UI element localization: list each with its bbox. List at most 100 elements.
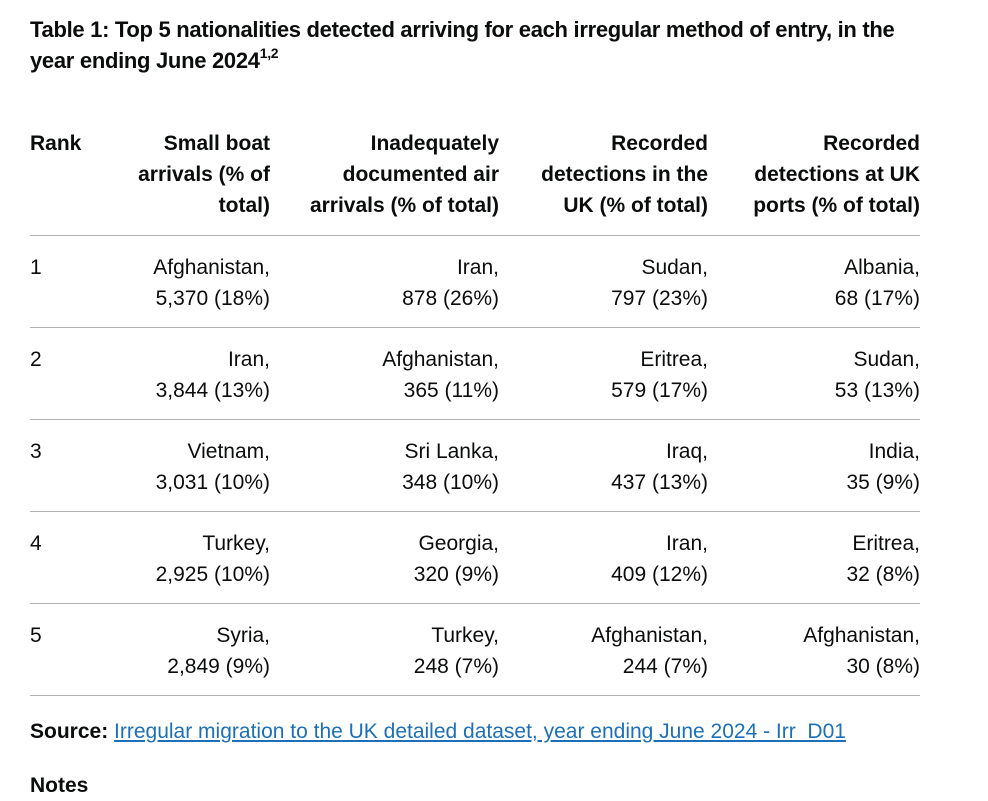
table-row: 5 Syria, 2,849 (9%) Turkey, 248 (7%) Afgha…: [30, 603, 920, 696]
header-line: total): [218, 194, 270, 217]
cell-count: 68 (17%): [834, 287, 920, 310]
header-line: Recorded: [611, 132, 708, 155]
header-detections-ports: Recorded detections at UK ports (% of to…: [708, 128, 920, 236]
table-cell: Vietnam, 3,031 (10%): [124, 419, 271, 512]
table-caption: Table 1: Top 5 nationalities detected ar…: [30, 14, 930, 76]
table-cell: Eritrea, 579 (17%): [499, 327, 708, 420]
rank-value: 2: [30, 348, 42, 371]
table-cell: Turkey, 248 (7%): [270, 603, 499, 696]
cell-count: 579 (17%): [611, 379, 708, 402]
rank-value: 1: [30, 256, 42, 279]
table-row: 1 Afghanistan, 5,370 (18%) Iran, 878 (26%)…: [30, 235, 920, 328]
table-cell: Afghanistan, 244 (7%): [499, 603, 708, 696]
rank-value: 3: [30, 440, 42, 463]
header-line: arrivals (% of total): [309, 194, 499, 217]
table-cell: Afghanistan, 365 (11%): [270, 327, 499, 420]
table-cell: Iran, 3,844 (13%): [124, 327, 270, 420]
cell-count: 409 (12%): [611, 563, 708, 586]
table-cell: Afghanistan, 5,370 (18%): [124, 235, 270, 328]
header-line: ports (% of total): [753, 194, 920, 217]
header-small-boat: Small boat arrivals (% of total): [124, 128, 270, 236]
table-cell: Eritrea, 32 (8%): [708, 511, 920, 604]
rank-cell: 1: [30, 235, 124, 328]
table-cell: Syria, 2,849 (9%): [124, 603, 270, 696]
cell-nationality: Albania,: [844, 256, 920, 279]
cell-nationality: Vietnam,: [187, 440, 271, 463]
header-rank: Rank: [30, 128, 124, 236]
caption-text: Table 1: Top 5 nationalities detected ar…: [30, 17, 895, 73]
notes-heading: Notes: [30, 774, 89, 797]
cell-nationality: Afghanistan,: [382, 348, 499, 371]
header-line: Small boat: [163, 132, 270, 155]
cell-nationality: Afghanistan,: [803, 624, 920, 647]
header-line: Inadequately: [370, 132, 499, 155]
table-cell: Sri Lanka, 348 (10%): [270, 419, 499, 512]
header-detections-uk: Recorded detections in the UK (% of tota…: [499, 128, 708, 236]
cell-nationality: Iran,: [456, 256, 499, 279]
cell-count: 248 (7%): [413, 655, 499, 678]
cell-nationality: Iraq,: [665, 440, 708, 463]
table-row: 2 Iran, 3,844 (13%) Afghanistan, 365 (11%)…: [30, 327, 920, 420]
table-row: 3 Vietnam, 3,031 (10%) Sri Lanka, 348 (10%…: [30, 419, 920, 512]
source-link[interactable]: Irregular migration to the UK detailed d…: [114, 720, 846, 743]
cell-nationality: Iran,: [665, 532, 708, 555]
cell-count: 244 (7%): [622, 655, 708, 678]
source-label: Source:: [30, 720, 109, 743]
table-cell: Turkey, 2,925 (10%): [124, 511, 270, 604]
cell-nationality: Sudan,: [641, 256, 708, 279]
cell-nationality: Afghanistan,: [153, 256, 270, 279]
header-line: detections in the: [541, 163, 708, 186]
table-cell: Iran, 878 (26%): [270, 235, 499, 328]
cell-count: 32 (8%): [846, 563, 920, 586]
table-cell: Albania, 68 (17%): [708, 235, 920, 328]
header-line: UK (% of total): [563, 194, 708, 217]
cell-count: 878 (26%): [402, 287, 499, 310]
cell-nationality: Eritrea,: [852, 532, 920, 555]
header-line: documented air: [342, 163, 499, 186]
cell-count: 30 (8%): [846, 655, 920, 678]
cell-count: 2,925 (10%): [155, 563, 270, 586]
cell-count: 365 (11%): [403, 379, 499, 402]
cell-nationality: Georgia,: [418, 532, 499, 555]
cell-count: 35 (9%): [846, 471, 920, 494]
cell-nationality: Afghanistan,: [591, 624, 708, 647]
header-air-arrivals: Inadequately documented air arrivals (% …: [270, 128, 499, 236]
rank-cell: 3: [30, 419, 124, 512]
header-line: arrivals (% of: [138, 163, 270, 186]
cell-count: 797 (23%): [611, 287, 708, 310]
header-line: Rank: [30, 132, 82, 155]
table-row: 4 Turkey, 2,925 (10%) Georgia, 320 (9%) Ir…: [30, 511, 920, 604]
cell-nationality: Syria,: [216, 624, 270, 647]
caption-footnote-refs: 1,2: [259, 44, 279, 61]
cell-count: 348 (10%): [402, 471, 499, 494]
rank-value: 4: [30, 532, 42, 555]
header-line: Recorded: [823, 132, 920, 155]
nationalities-table: Rank Small boat arrivals (% of total) In…: [30, 128, 920, 696]
cell-nationality: Turkey,: [431, 624, 499, 647]
table-cell: Sudan, 53 (13%): [708, 327, 920, 420]
cell-nationality: Eritrea,: [640, 348, 708, 371]
cell-count: 3,844 (13%): [155, 379, 270, 402]
rank-cell: 2: [30, 327, 124, 420]
table-cell: Georgia, 320 (9%): [270, 511, 499, 604]
rank-cell: 4: [30, 511, 124, 604]
cell-nationality: Sudan,: [853, 348, 920, 371]
rank-cell: 5: [30, 603, 124, 696]
cell-nationality: Iran,: [227, 348, 270, 371]
cell-count: 5,370 (18%): [155, 287, 270, 310]
table-cell: Iran, 409 (12%): [499, 511, 708, 604]
cell-nationality: Sri Lanka,: [404, 440, 499, 463]
table-cell: Iraq, 437 (13%): [499, 419, 708, 512]
table-cell: Sudan, 797 (23%): [499, 235, 708, 328]
table-cell: India, 35 (9%): [708, 419, 920, 512]
cell-nationality: India,: [868, 440, 920, 463]
cell-count: 437 (13%): [611, 471, 708, 494]
cell-count: 320 (9%): [413, 563, 499, 586]
header-line: detections at UK: [754, 163, 920, 186]
cell-count: 2,849 (9%): [167, 655, 270, 678]
table-cell: Afghanistan, 30 (8%): [708, 603, 920, 696]
cell-count: 53 (13%): [834, 379, 920, 402]
rank-value: 5: [30, 624, 42, 647]
cell-nationality: Turkey,: [202, 532, 270, 555]
cell-count: 3,031 (10%): [155, 471, 270, 494]
